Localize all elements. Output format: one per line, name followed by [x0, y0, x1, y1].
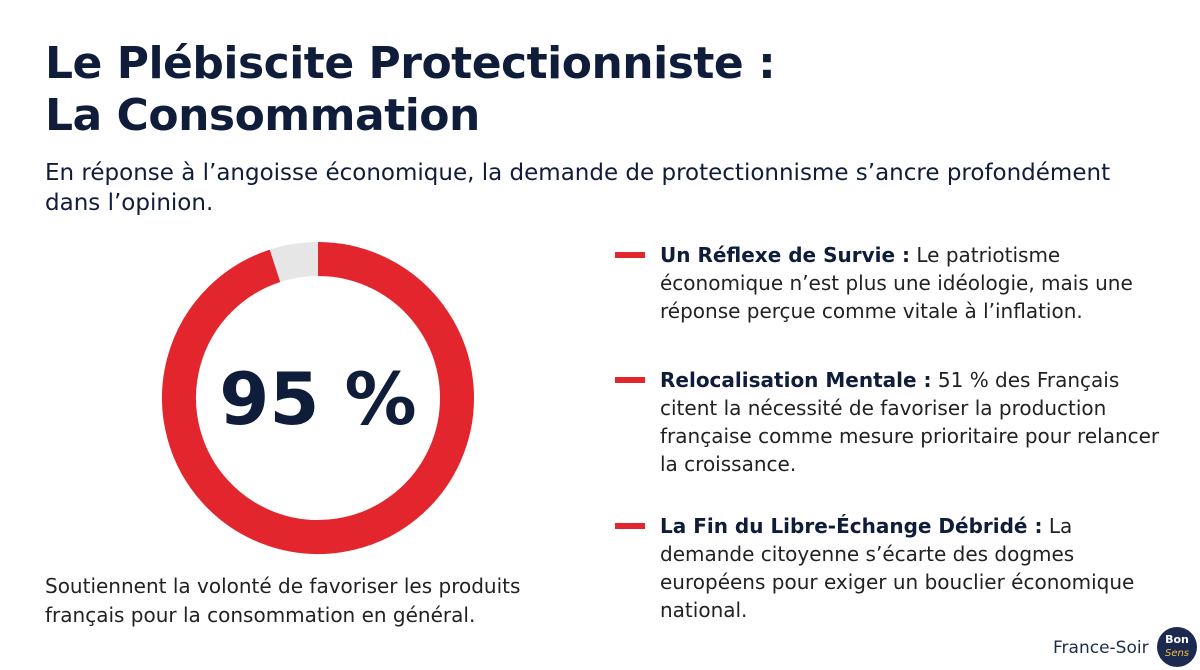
donut-segment [269, 242, 319, 283]
bullet-text: Un Réflexe de Survie : Le patriotisme éc… [660, 241, 1160, 325]
bullet-dash [615, 252, 645, 258]
bullet-title: La Fin du Libre-Échange Débridé : [660, 514, 1043, 538]
logo-text: Bon [1165, 633, 1189, 646]
logo: Bon Sens [1157, 627, 1197, 667]
logo-text: Sens [1165, 648, 1189, 659]
bullet-body: La demande citoyenne s’écarte des dogmes… [660, 514, 1135, 622]
bullet-dash [615, 377, 645, 383]
bullet-title: Relocalisation Mentale : [660, 368, 932, 392]
brand: France-Soir [1053, 638, 1149, 658]
bullet: Relocalisation Mentale : 51 % des França… [615, 366, 1160, 478]
subtitle: En réponse à l’angoisse économique, la d… [45, 160, 1111, 216]
bullet-text: La Fin du Libre-Échange Débridé : La dem… [660, 512, 1160, 624]
logo-circle [1157, 627, 1197, 667]
donut-segment [162, 242, 474, 554]
bullet-text: Relocalisation Mentale : 51 % des França… [660, 366, 1160, 478]
title: Le Plébiscite Protectionniste : La Conso… [45, 38, 776, 142]
bullet-body: 51 % des Français citent la nécessité de… [660, 368, 1160, 476]
bullet: La Fin du Libre-Échange Débridé : La dem… [615, 512, 1160, 624]
bullet-body: Le patriotisme économique n’est plus une… [660, 243, 1133, 323]
title-line: La Consommation [45, 90, 480, 141]
center-value-label: 95 % [219, 357, 416, 441]
title-line: Le Plébiscite Protectionniste : [45, 38, 776, 89]
bullet-dash [615, 523, 645, 529]
donut-chart: 95 % [162, 242, 474, 554]
caption: Soutiennent la volonté de favoriser les … [45, 574, 521, 627]
bullet-title: Un Réflexe de Survie : [660, 243, 910, 267]
bullet: Un Réflexe de Survie : Le patriotisme éc… [615, 241, 1160, 325]
